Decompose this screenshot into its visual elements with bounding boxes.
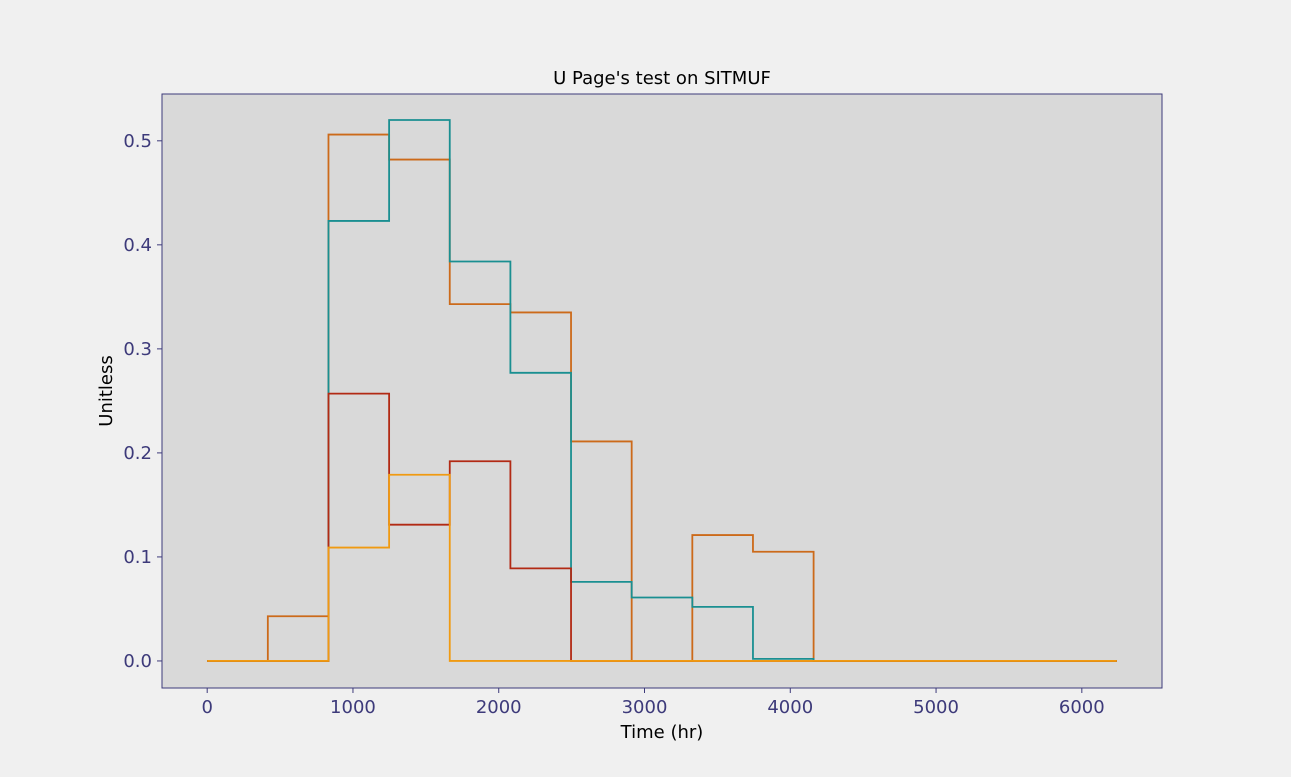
x-tick-label: 5000 bbox=[913, 697, 959, 718]
y-tick-label: 0.0 bbox=[123, 651, 152, 672]
x-tick-label: 2000 bbox=[476, 697, 522, 718]
x-tick-label: 4000 bbox=[767, 697, 813, 718]
x-axis-label: Time (hr) bbox=[620, 722, 704, 743]
x-axis-ticks: 0 1000 2000 3000 4000 5000 6000 bbox=[201, 688, 1105, 718]
series-layer bbox=[207, 119, 1117, 662]
x-tick-label: 6000 bbox=[1059, 697, 1105, 718]
y-tick-label: 0.1 bbox=[123, 547, 152, 568]
y-tick-label: 0.4 bbox=[123, 235, 152, 256]
y-axis-ticks: 0.0 0.1 0.2 0.3 0.4 0.5 bbox=[123, 131, 162, 672]
chart-title: U Page's test on SITMUF bbox=[553, 68, 771, 89]
series-line-4 bbox=[207, 473, 1117, 662]
y-tick-label: 0.3 bbox=[123, 339, 152, 360]
x-tick-label: 0 bbox=[201, 697, 212, 718]
y-axis-label: Unitless bbox=[96, 355, 117, 426]
y-tick-label: 0.5 bbox=[123, 131, 152, 152]
x-tick-label: 1000 bbox=[330, 697, 376, 718]
x-tick-label: 3000 bbox=[622, 697, 668, 718]
plot-area bbox=[162, 94, 1162, 688]
plot-frame bbox=[161, 93, 1163, 689]
y-tick-label: 0.2 bbox=[123, 443, 152, 464]
